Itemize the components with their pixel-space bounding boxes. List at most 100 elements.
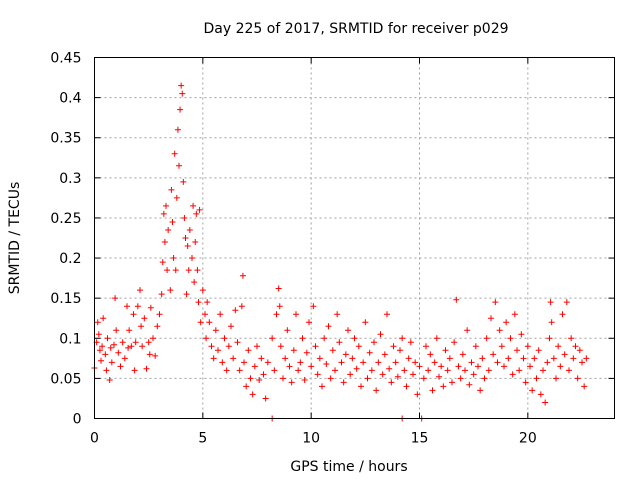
- y-tick-label: 0.4: [59, 91, 81, 107]
- data-point: [119, 339, 126, 346]
- data-point: [115, 349, 122, 356]
- data-point: [156, 311, 163, 318]
- data-point: [557, 363, 564, 370]
- data-point: [550, 355, 557, 362]
- data-point: [223, 367, 230, 374]
- data-point: [225, 343, 232, 350]
- data-point: [195, 299, 202, 306]
- data-point: [293, 311, 299, 318]
- x-tick-label: 10: [302, 431, 320, 447]
- data-point: [321, 335, 328, 342]
- data-point: [373, 387, 380, 394]
- data-point: [117, 363, 124, 370]
- data-point: [221, 335, 228, 342]
- data-point: [137, 287, 143, 294]
- data-point: [507, 335, 514, 342]
- data-point: [245, 347, 252, 354]
- data-point: [542, 399, 549, 406]
- data-point: [546, 335, 553, 342]
- data-point: [494, 359, 501, 366]
- y-tick-label: 0.35: [50, 131, 81, 147]
- data-point: [210, 355, 217, 362]
- data-point: [299, 335, 306, 342]
- y-tick-label: 0.2: [59, 251, 81, 267]
- data-point: [228, 323, 234, 330]
- data-point: [251, 363, 258, 370]
- data-point: [303, 349, 310, 356]
- data-point: [329, 347, 336, 354]
- data-point: [338, 359, 345, 366]
- data-point: [444, 367, 451, 374]
- data-point: [94, 319, 101, 326]
- data-point: [112, 295, 119, 302]
- y-tick-label: 0: [73, 412, 82, 428]
- data-point: [177, 106, 184, 113]
- data-point: [194, 267, 201, 274]
- data-point: [134, 303, 141, 310]
- data-point: [179, 90, 186, 97]
- data-point: [522, 379, 529, 386]
- data-point: [327, 375, 334, 382]
- data-point: [130, 311, 137, 318]
- data-point: [464, 327, 471, 334]
- data-point: [111, 341, 117, 348]
- data-point: [366, 349, 373, 356]
- data-point: [288, 379, 295, 386]
- data-point: [150, 335, 156, 342]
- data-point: [98, 357, 104, 364]
- data-point: [381, 351, 388, 358]
- data-point: [256, 376, 263, 383]
- data-point: [420, 375, 427, 382]
- data-point: [154, 323, 161, 330]
- data-point: [230, 355, 237, 362]
- data-point: [247, 375, 254, 382]
- data-point: [347, 371, 354, 378]
- data-point: [520, 355, 527, 362]
- data-point: [468, 359, 475, 366]
- data-point: [99, 343, 106, 350]
- data-point: [492, 299, 499, 306]
- data-point: [392, 359, 399, 366]
- data-point: [412, 359, 419, 366]
- data-point: [171, 150, 178, 157]
- data-points: [91, 82, 590, 422]
- data-point: [364, 375, 371, 382]
- data-point: [579, 359, 585, 366]
- data-point: [544, 359, 551, 366]
- data-point: [386, 365, 393, 372]
- data-point: [145, 339, 152, 346]
- data-point: [358, 383, 364, 390]
- data-point: [555, 343, 562, 350]
- data-point: [390, 343, 397, 350]
- data-point: [459, 351, 466, 358]
- data-point: [446, 355, 453, 362]
- data-point: [355, 343, 362, 350]
- data-point: [334, 311, 341, 318]
- x-axis-label: GPS time / hours: [290, 459, 407, 475]
- data-point: [524, 343, 531, 350]
- data-point: [199, 287, 206, 294]
- data-point: [416, 363, 423, 370]
- data-point: [574, 375, 581, 382]
- data-point: [212, 327, 219, 334]
- data-point: [163, 202, 169, 209]
- data-point: [170, 255, 177, 262]
- data-point: [193, 210, 200, 217]
- data-point: [215, 347, 221, 354]
- data-point: [466, 381, 473, 388]
- data-point: [286, 363, 293, 370]
- data-point: [576, 347, 583, 354]
- data-point: [498, 343, 505, 350]
- data-point: [107, 344, 114, 351]
- data-point: [280, 375, 286, 382]
- data-point: [139, 343, 146, 350]
- data-point: [146, 351, 153, 358]
- data-point: [276, 303, 283, 310]
- data-point: [429, 387, 436, 394]
- data-point: [217, 311, 224, 318]
- data-point: [241, 359, 247, 366]
- y-tick-label: 0.05: [50, 371, 81, 387]
- data-point: [239, 272, 246, 279]
- data-point: [583, 355, 590, 362]
